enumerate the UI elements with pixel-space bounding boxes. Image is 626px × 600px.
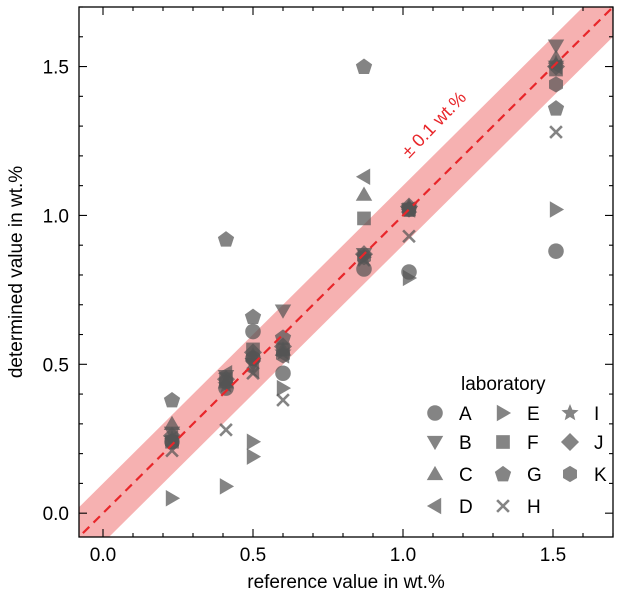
data-point-e: [276, 379, 292, 397]
data-point-e: [246, 433, 262, 450]
plot-area: [79, 7, 613, 537]
reference-line-layer: [79, 7, 613, 537]
data-point-e: [246, 448, 262, 465]
y-tick-label: 0.0: [43, 504, 69, 525]
data-point-k: [219, 374, 233, 391]
legend-marker-h: [496, 499, 510, 513]
legend-marker-e: [496, 404, 512, 422]
legend-label-g: G: [527, 465, 542, 486]
data-point-f: [357, 211, 371, 226]
data-point-k: [357, 249, 371, 266]
legend-marker-b: [426, 435, 444, 451]
legend-marker-d: [426, 497, 442, 515]
data-point-h: [549, 125, 563, 139]
legend-marker-j: [560, 432, 580, 452]
data-point-g: [217, 231, 235, 247]
legend-label-j: J: [594, 433, 604, 454]
data-point-j: [546, 57, 566, 76]
y-tick-label: 1.0: [43, 206, 69, 227]
data-point-a: [548, 243, 564, 259]
legend-marker-g: [494, 465, 512, 482]
data-point-g: [547, 100, 565, 116]
legend-label-d: D: [459, 497, 473, 518]
x-tick-label: 1.0: [390, 545, 416, 566]
legend-label-i: I: [594, 404, 599, 425]
legend-title: laboratory: [461, 374, 546, 395]
data-point-k: [165, 433, 179, 450]
data-point-c: [355, 186, 373, 201]
data-point-h: [276, 393, 290, 407]
legend-marker-f: [496, 435, 510, 449]
legend-label-f: F: [527, 433, 539, 454]
data-point-h: [402, 229, 416, 244]
data-point-g: [355, 58, 373, 74]
legend-marker-i: [561, 403, 579, 421]
y-tick-label: 0.5: [43, 355, 69, 376]
x-tick-label: 0.5: [240, 545, 266, 566]
data-point-a: [245, 323, 261, 340]
legend-label-e: E: [527, 404, 540, 425]
data-point-g: [163, 391, 181, 408]
data-point-d: [355, 168, 371, 185]
reference-line: [79, 7, 613, 537]
legend-marker-a: [427, 405, 443, 421]
data-point-g: [274, 329, 292, 345]
legend-marker-c: [426, 465, 444, 481]
legend-marker-k: [563, 465, 577, 483]
data-point-e: [402, 269, 418, 287]
y-axis-label: determined value in wt.%: [6, 166, 27, 378]
x-tick-label: 0.0: [90, 545, 116, 566]
x-axis-label: reference value in wt.%: [247, 572, 445, 593]
data-point-b: [274, 304, 292, 319]
data-point-b: [547, 39, 565, 54]
data-point-k: [549, 76, 563, 93]
legend-label-k: K: [594, 465, 607, 486]
tick-layer: 0.0 0.5 1.0 1.5 0.0 0.5 1.0 1.5: [43, 6, 614, 566]
data-point-g: [244, 308, 262, 325]
data-point-e: [549, 201, 565, 218]
y-tick-label: 1.5: [43, 58, 69, 79]
data-point-k: [276, 347, 290, 364]
data-point-h: [219, 422, 233, 437]
legend-label-a: A: [459, 404, 472, 425]
legend-label-b: B: [459, 433, 472, 454]
legend-label-c: C: [459, 465, 473, 486]
data-point-e: [165, 490, 181, 507]
x-tick-label: 1.5: [540, 545, 566, 566]
data-point-c: [163, 415, 181, 431]
data-point-e: [219, 478, 235, 495]
data-point-a: [275, 365, 291, 382]
legend-label-h: H: [527, 497, 541, 518]
plot-frame: [78, 6, 614, 538]
